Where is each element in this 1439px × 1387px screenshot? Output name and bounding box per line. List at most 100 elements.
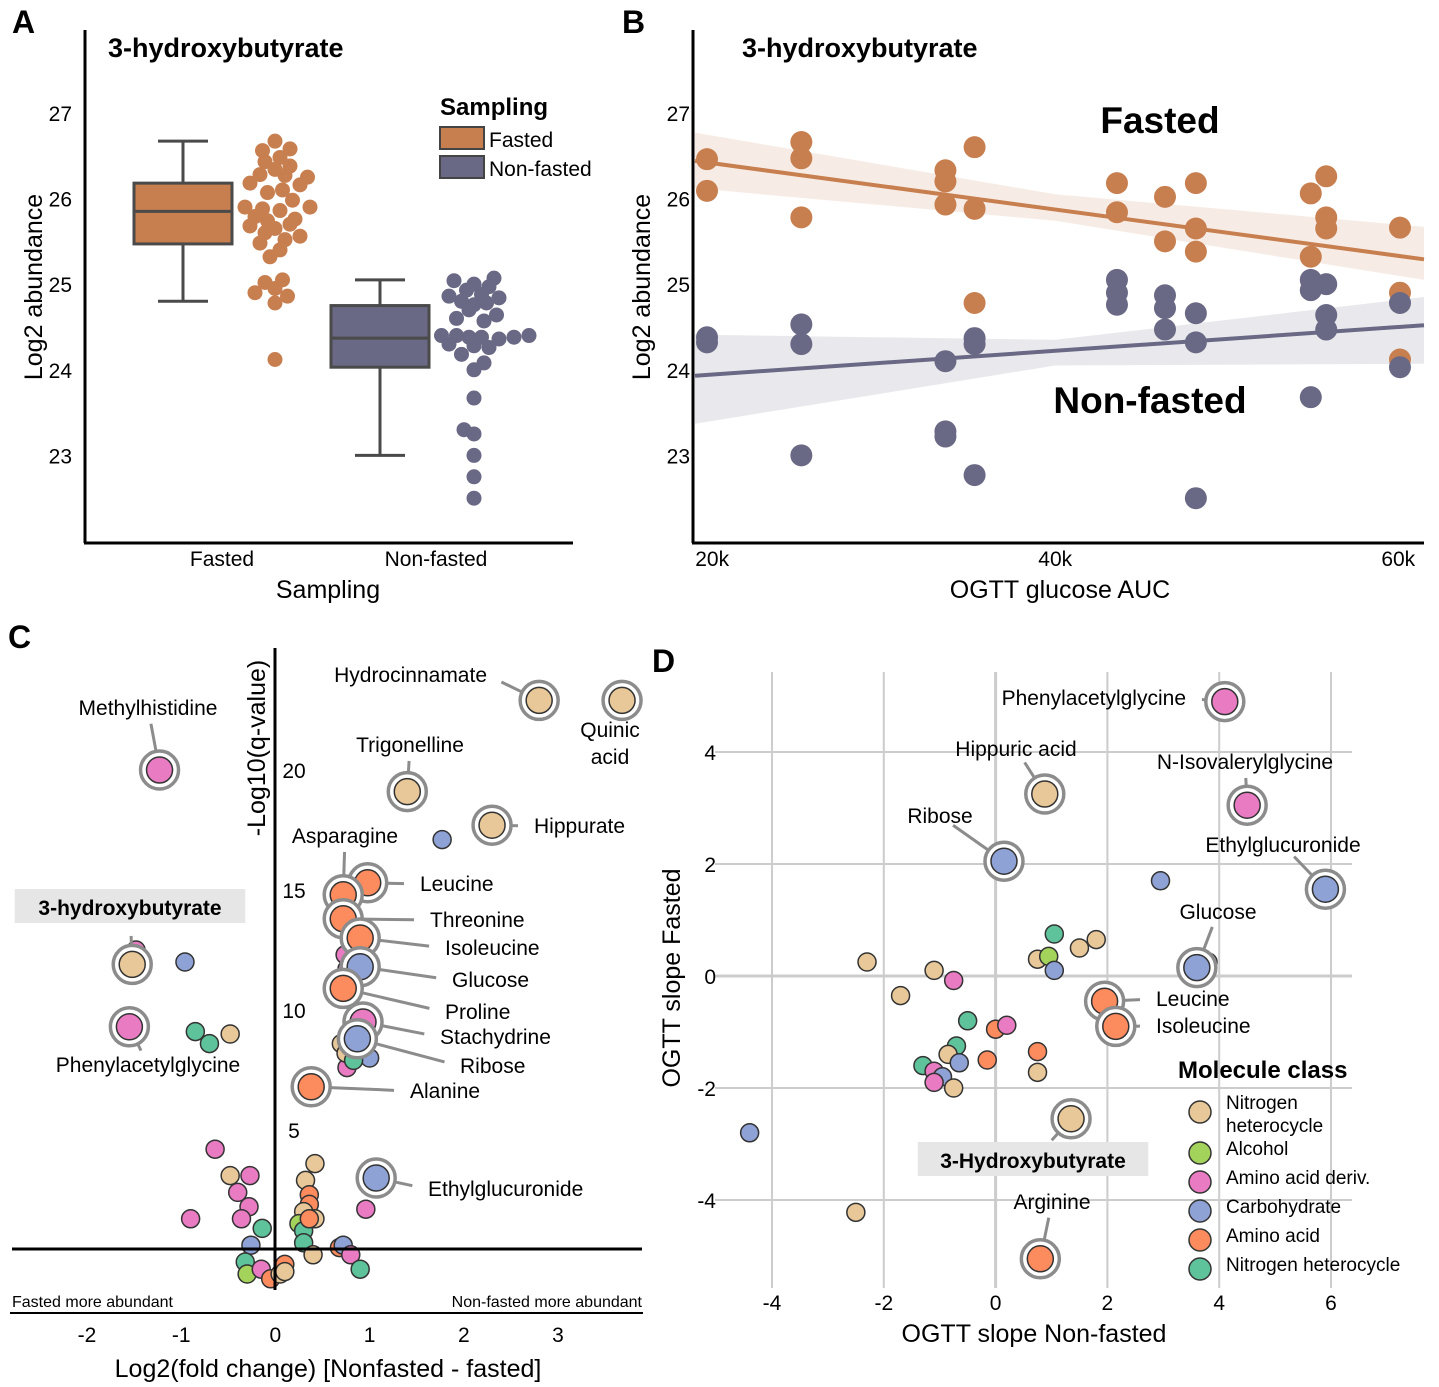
strip-point	[252, 235, 268, 251]
strip-point	[260, 185, 275, 201]
panel-b-title: 3-hydroxybutyrate	[742, 33, 978, 63]
data-point	[240, 1165, 260, 1186]
data-point	[1069, 938, 1090, 958]
point-label: Trigonelline	[356, 734, 464, 757]
legend-d-title: Molecule class	[1178, 1057, 1347, 1084]
legend-a-label-fasted: Fasted	[489, 129, 553, 152]
strip-point	[441, 336, 457, 352]
strip-point	[272, 149, 288, 165]
strip-point	[272, 203, 288, 219]
point-label: Stachydrine	[440, 1026, 551, 1049]
box-iqr	[132, 181, 234, 246]
leader-line	[378, 938, 430, 948]
panel-b-ylabel: Log2 abundance	[628, 194, 656, 380]
data-point	[275, 1261, 295, 1282]
a-ytick-label: 23	[49, 445, 72, 468]
data-point	[957, 1011, 978, 1031]
scatter-point	[790, 147, 813, 170]
highlight-point	[1183, 953, 1211, 982]
d-xtick-label: 0	[990, 1292, 1002, 1315]
scatter-point	[696, 148, 719, 171]
point-label: N-Isovalerylglycine	[1157, 751, 1333, 774]
legend-label: Alcohol	[1226, 1139, 1288, 1160]
a-ytick-label: 27	[49, 103, 72, 126]
scatter-point	[1184, 302, 1207, 325]
box-iqr	[329, 304, 431, 369]
c-xtick-label: -1	[172, 1324, 191, 1347]
d-xtick-label: 2	[1102, 1292, 1114, 1315]
a-xtick-label: Fasted	[190, 548, 254, 571]
strip-point	[292, 177, 308, 193]
d-xtick-label: -4	[763, 1292, 782, 1315]
data-point	[1150, 871, 1171, 891]
leader-line	[1042, 1217, 1051, 1241]
highlight-point	[393, 777, 422, 806]
c-ytick-label: 15	[282, 880, 305, 903]
regression-ci-band	[695, 297, 1424, 424]
panel-letter-b: B	[622, 4, 645, 40]
point-label: Isoleucine	[445, 937, 540, 960]
data-point	[890, 985, 911, 1006]
scatter-point	[696, 179, 719, 202]
strip-point	[275, 182, 290, 198]
c-xtick-label: -2	[78, 1324, 97, 1347]
legend-label: Amino acid deriv.	[1226, 1168, 1370, 1189]
scatter-point	[1299, 386, 1322, 409]
strip-point	[466, 469, 482, 485]
a-ytick-label: 25	[49, 274, 72, 297]
scatter-point	[1315, 318, 1338, 341]
highlight-point	[1233, 791, 1261, 819]
c-xtick-label: 2	[458, 1324, 470, 1347]
scatter-point	[696, 331, 719, 354]
strip-point	[282, 141, 298, 157]
strip-point	[285, 192, 300, 208]
panel-a-boxplot: 3-hydroxybutyrate Sampling Log2 abundanc…	[20, 30, 592, 604]
strip-point	[461, 302, 477, 318]
data-point	[924, 1072, 944, 1093]
highlight-point	[297, 1073, 325, 1101]
scatter-point	[1153, 297, 1176, 320]
c-xtick-label: 1	[364, 1324, 376, 1347]
panel-c-note-right: Non-fasted more abundant	[452, 1294, 643, 1311]
strip-point	[262, 249, 278, 265]
leader-line	[149, 723, 158, 752]
strip-point	[441, 288, 457, 304]
panel-a-xlabel: Sampling	[276, 576, 380, 604]
strip-point	[282, 216, 298, 232]
strip-point	[247, 285, 263, 301]
legend-a-swatch-nonfasted	[439, 155, 485, 179]
data-point	[185, 1021, 206, 1042]
strip-point	[481, 340, 497, 356]
leader-line	[381, 1024, 425, 1036]
highlight-point	[1057, 1105, 1085, 1133]
strip-point	[479, 295, 494, 311]
c-ytick-label: 10	[282, 1000, 305, 1023]
strip-point	[466, 390, 482, 406]
data-point	[943, 970, 964, 991]
highlight-point	[990, 847, 1018, 875]
strip-point	[267, 351, 283, 367]
strip-point	[489, 307, 504, 323]
scatter-point	[963, 291, 986, 314]
point-label: 3-hydroxybutyrate	[38, 897, 221, 920]
leader-line	[330, 1086, 395, 1092]
scatter-point	[934, 350, 957, 373]
highlight-point	[362, 1164, 390, 1192]
scatter-point	[1315, 165, 1338, 188]
d-ytick-label: 4	[704, 742, 716, 765]
panel-d-slopes: OGTT slope Non-fasted OGTT slope Fasted …	[658, 672, 1400, 1348]
scatter-point	[1184, 172, 1207, 195]
scatter-point	[790, 313, 813, 336]
legend-label: heterocycle	[1226, 1116, 1323, 1137]
data-point	[924, 960, 944, 981]
strip-point	[506, 329, 522, 345]
scatter-point	[1315, 217, 1338, 240]
d-xtick-label: -2	[874, 1292, 893, 1315]
panel-letter-d: D	[652, 643, 675, 679]
panel-b-annotation-nonfasted: Non-fasted	[1053, 380, 1246, 421]
data-point	[949, 1053, 970, 1073]
leader-line	[1202, 926, 1214, 951]
point-label: Leucine	[1156, 988, 1230, 1011]
b-ytick-label: 24	[667, 360, 691, 383]
a-ytick-label: 24	[49, 360, 73, 383]
